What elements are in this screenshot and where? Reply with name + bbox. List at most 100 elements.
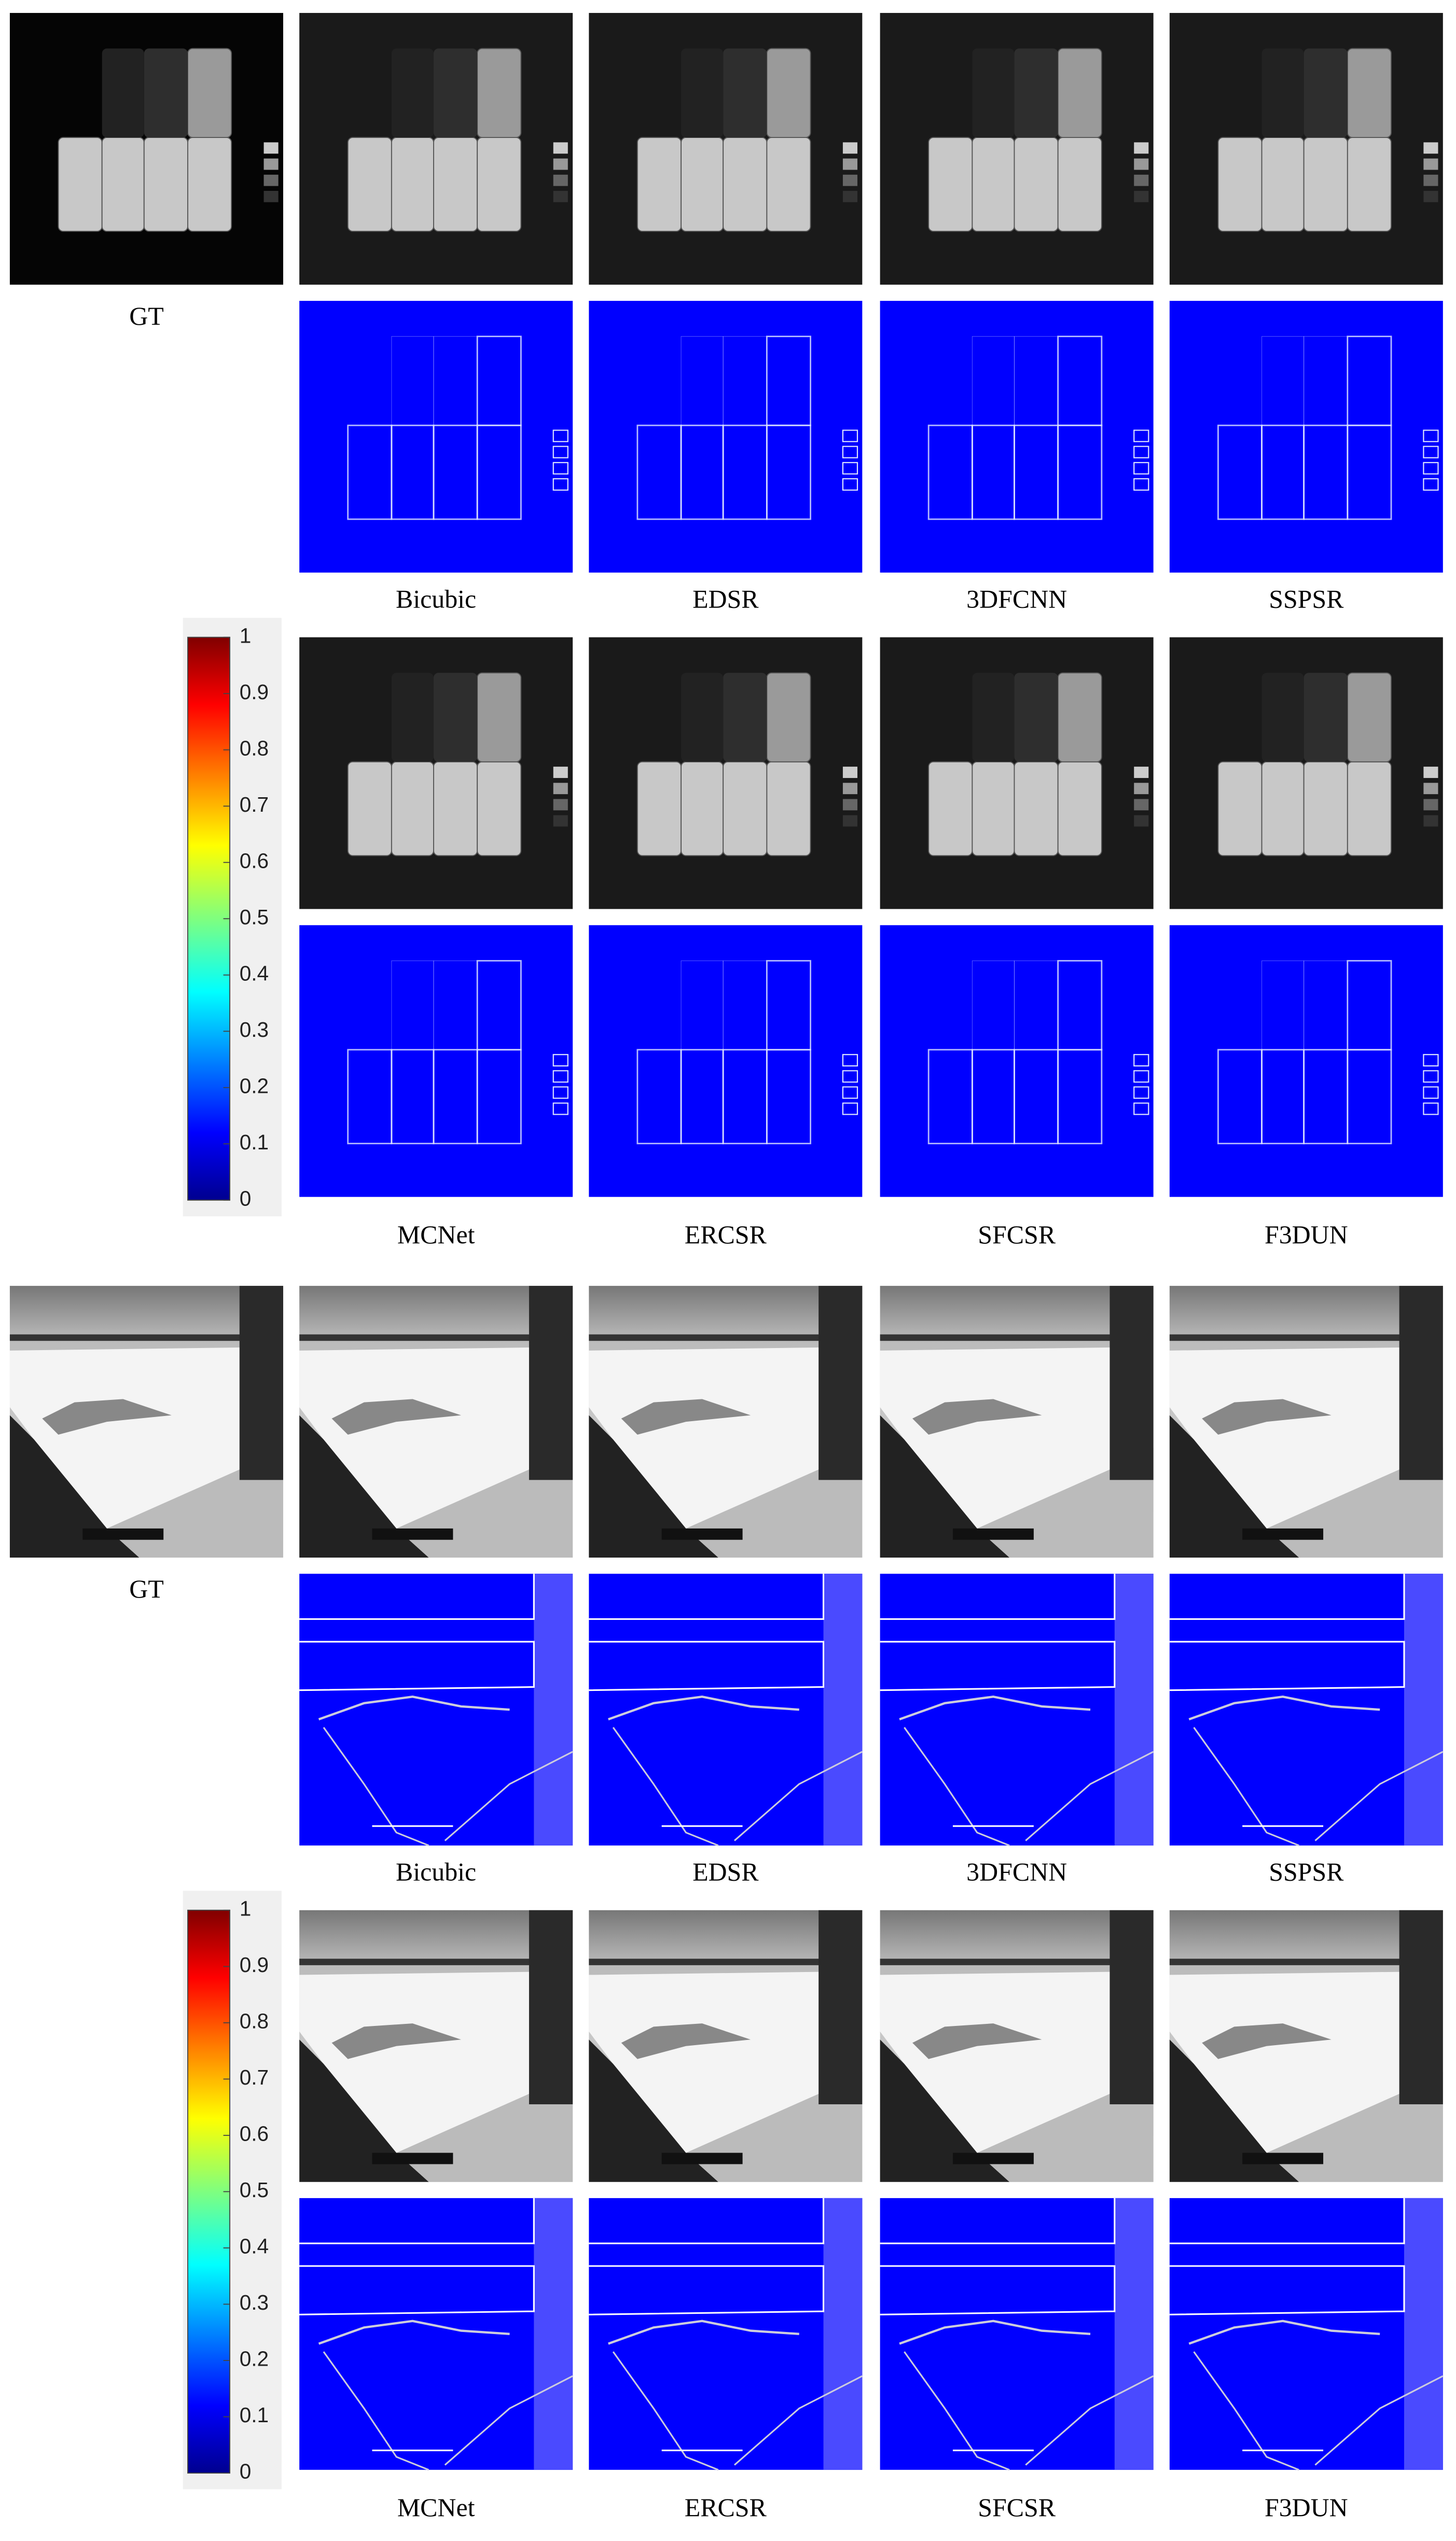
error-edge bbox=[1169, 2198, 1405, 2244]
block bbox=[1347, 137, 1392, 232]
roofline bbox=[1169, 1334, 1412, 1341]
snow bbox=[589, 1347, 832, 1529]
block bbox=[1303, 761, 1348, 856]
image bbox=[1169, 637, 1443, 909]
patch bbox=[1134, 783, 1149, 795]
error-map bbox=[589, 1574, 863, 1846]
error-edge bbox=[589, 1574, 825, 1620]
block bbox=[433, 48, 478, 138]
error-edge bbox=[391, 960, 434, 1050]
error-edge bbox=[299, 1641, 535, 1691]
method-label: EDSR bbox=[692, 585, 759, 613]
patch bbox=[1423, 767, 1438, 778]
block bbox=[723, 761, 768, 856]
block bbox=[391, 761, 434, 856]
colorbar-tick-label: 0 bbox=[240, 2460, 252, 2483]
error-edge bbox=[1057, 960, 1103, 1051]
snow bbox=[299, 1971, 542, 2153]
error-edge bbox=[318, 2320, 510, 2345]
block bbox=[477, 48, 522, 138]
error-edge bbox=[433, 336, 478, 426]
error-edge bbox=[880, 2198, 1116, 2244]
roof-left bbox=[299, 1415, 429, 1558]
error-edge bbox=[476, 960, 522, 1051]
tower bbox=[1110, 1910, 1154, 2105]
patch bbox=[553, 190, 568, 202]
patch bbox=[842, 190, 857, 202]
method-label: F3DUN bbox=[1265, 2493, 1348, 2522]
image-bg bbox=[299, 925, 573, 1197]
block bbox=[391, 137, 434, 232]
step bbox=[952, 1528, 1034, 1540]
image-bg bbox=[1169, 301, 1443, 573]
error-map bbox=[299, 1574, 573, 1846]
snow bbox=[880, 1347, 1123, 1529]
patch bbox=[842, 799, 857, 811]
roofline bbox=[589, 1959, 832, 1965]
image-bg bbox=[880, 2198, 1154, 2470]
patch bbox=[842, 142, 857, 154]
image bbox=[1169, 12, 1443, 285]
roof-left bbox=[1169, 1415, 1299, 1558]
image-bg bbox=[880, 1574, 1154, 1846]
image bbox=[299, 1910, 573, 2182]
error-edge bbox=[904, 2351, 1010, 2471]
error-edge bbox=[1133, 446, 1149, 459]
error-texture bbox=[823, 2198, 863, 2470]
colorbar-tick-label: 0.2 bbox=[240, 1074, 269, 1098]
method-label: MCNet bbox=[397, 1220, 475, 1249]
error-edge bbox=[733, 2375, 863, 2466]
patch bbox=[553, 799, 568, 811]
error-edge bbox=[608, 1695, 799, 1720]
method-label: SSPSR bbox=[1269, 585, 1344, 613]
image bbox=[1169, 1910, 1443, 2182]
error-map bbox=[880, 925, 1154, 1197]
block bbox=[681, 48, 724, 138]
patch bbox=[1423, 174, 1438, 186]
roof-left bbox=[9, 1415, 140, 1558]
block bbox=[102, 48, 144, 138]
colorbar-tick-label: 0.9 bbox=[240, 680, 269, 704]
error-edge bbox=[299, 2265, 535, 2315]
colorbar bbox=[187, 1909, 230, 2474]
error-edge bbox=[1133, 1054, 1149, 1067]
roofline bbox=[299, 1334, 542, 1341]
image-bg bbox=[1169, 925, 1443, 1197]
block bbox=[681, 137, 724, 232]
block bbox=[1217, 137, 1263, 232]
error-map bbox=[299, 2198, 573, 2471]
error-edge bbox=[1423, 429, 1439, 442]
patch bbox=[1134, 158, 1149, 170]
block bbox=[144, 48, 188, 138]
tower bbox=[1399, 1286, 1443, 1480]
image-bg bbox=[299, 1574, 573, 1846]
method-label: SFCSR bbox=[978, 1220, 1056, 1249]
patch bbox=[264, 158, 279, 170]
tower bbox=[1110, 1286, 1154, 1480]
roofline bbox=[880, 1334, 1123, 1341]
error-edge bbox=[1423, 478, 1439, 491]
error-edge bbox=[391, 336, 434, 426]
block bbox=[723, 673, 767, 762]
block bbox=[187, 137, 232, 232]
image-bg bbox=[299, 301, 573, 573]
error-texture bbox=[534, 2198, 573, 2470]
error-edge bbox=[899, 2320, 1091, 2345]
block bbox=[143, 137, 188, 232]
error-edge bbox=[880, 1574, 1116, 1620]
patch bbox=[553, 142, 568, 154]
error-edge bbox=[1169, 1641, 1405, 1691]
image-bg bbox=[589, 1574, 863, 1846]
error-edge bbox=[589, 2198, 825, 2244]
block bbox=[681, 761, 724, 856]
snow bbox=[299, 1347, 542, 1529]
patch bbox=[553, 174, 568, 186]
error-edge bbox=[1133, 1086, 1149, 1099]
shadow bbox=[621, 2023, 751, 2059]
block bbox=[723, 48, 767, 138]
error-edge bbox=[842, 1070, 858, 1083]
error-edge bbox=[1188, 2320, 1380, 2345]
error-edge bbox=[1014, 960, 1059, 1050]
block bbox=[391, 673, 434, 762]
error-edge bbox=[299, 2198, 535, 2244]
